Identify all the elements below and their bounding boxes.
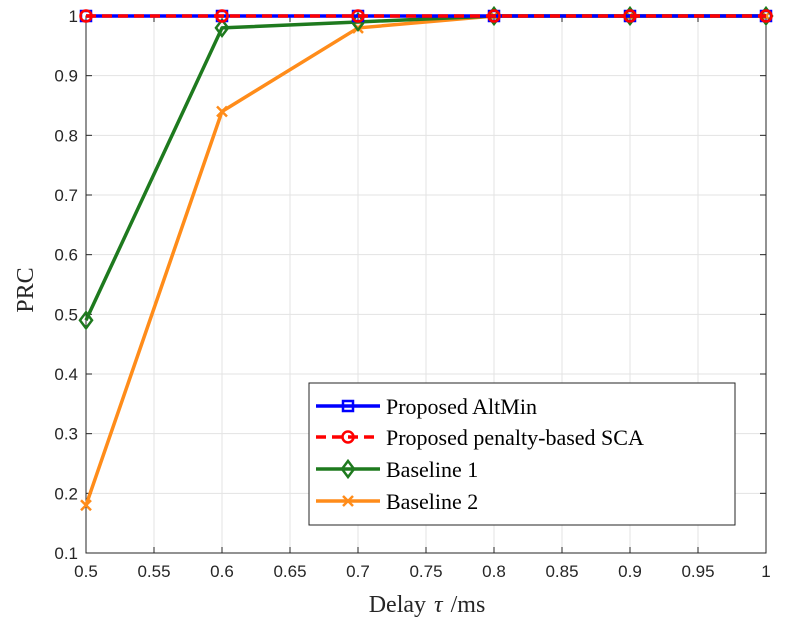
y-tick-label: 0.7 bbox=[54, 186, 78, 205]
data-point-marker bbox=[351, 9, 365, 23]
legend-label: Baseline 2 bbox=[386, 489, 478, 514]
legend-label: Baseline 1 bbox=[386, 457, 478, 482]
x-axis-symbol: τ bbox=[434, 592, 444, 618]
legend-label: Proposed penalty-based SCA bbox=[386, 425, 644, 450]
y-tick-label: 0.8 bbox=[54, 126, 78, 145]
y-tick-label: 0.3 bbox=[54, 425, 78, 444]
x-tick-label: 1 bbox=[761, 562, 770, 581]
data-point-marker bbox=[487, 9, 501, 23]
data-point-marker bbox=[215, 9, 229, 23]
x-tick-label: 0.9 bbox=[618, 562, 642, 581]
y-tick-label: 0.6 bbox=[54, 246, 78, 265]
y-tick-label: 0.2 bbox=[54, 484, 78, 503]
legend-marker bbox=[341, 430, 355, 444]
x-tick-label: 0.55 bbox=[137, 562, 170, 581]
legend-entry: Proposed penalty-based SCA bbox=[316, 425, 644, 450]
legend-entry: Baseline 1 bbox=[316, 457, 478, 482]
legend-marker bbox=[341, 399, 355, 413]
x-tick-label: 0.5 bbox=[74, 562, 98, 581]
legend-entry: Baseline 2 bbox=[316, 489, 478, 514]
x-tick-label: 0.6 bbox=[210, 562, 234, 581]
data-point-marker bbox=[759, 9, 773, 23]
y-tick-label: 1 bbox=[69, 7, 78, 26]
x-axis-ticks: 0.5 0.55 0.6 0.65 0.7 0.75 0.8 0.85 0.9 0.95 1 bbox=[74, 16, 771, 581]
series-layer bbox=[78, 5, 774, 512]
x-tick-label: 0.8 bbox=[482, 562, 506, 581]
legend-marker bbox=[340, 458, 356, 480]
legend: Proposed AltMin Proposed penalty-based SC… bbox=[308, 382, 736, 526]
x-tick-label: 0.75 bbox=[409, 562, 442, 581]
y-axis-ticks: 0.1 0.2 0.3 0.4 0.5 0.6 0.7 0.8 0.9 1 bbox=[54, 7, 766, 563]
data-point-marker bbox=[623, 9, 637, 23]
y-tick-label: 0.1 bbox=[54, 544, 78, 563]
legend-marker bbox=[342, 495, 354, 507]
data-point-marker bbox=[78, 310, 94, 331]
y-axis-title: PRC bbox=[13, 267, 39, 312]
x-tick-label: 0.65 bbox=[273, 562, 306, 581]
y-tick-label: 0.5 bbox=[54, 305, 78, 324]
legend-entry: Proposed AltMin bbox=[316, 394, 537, 419]
x-tick-label: 0.85 bbox=[545, 562, 578, 581]
data-point-marker bbox=[79, 9, 93, 23]
y-tick-label: 0.9 bbox=[54, 67, 78, 86]
x-tick-label: 0.7 bbox=[346, 562, 370, 581]
legend-label: Proposed AltMin bbox=[386, 394, 537, 419]
x-axis-title: Delay τ/ms bbox=[369, 592, 486, 618]
y-tick-label: 0.4 bbox=[54, 365, 78, 384]
data-point-marker bbox=[216, 105, 228, 118]
x-axis-label: Delay bbox=[369, 592, 426, 618]
data-point-marker bbox=[214, 17, 230, 39]
x-axis-unit: /ms bbox=[451, 592, 486, 618]
series-proposed-penalty-based-sca bbox=[79, 9, 773, 23]
x-tick-label: 0.95 bbox=[681, 562, 714, 581]
data-point-marker bbox=[80, 499, 92, 512]
